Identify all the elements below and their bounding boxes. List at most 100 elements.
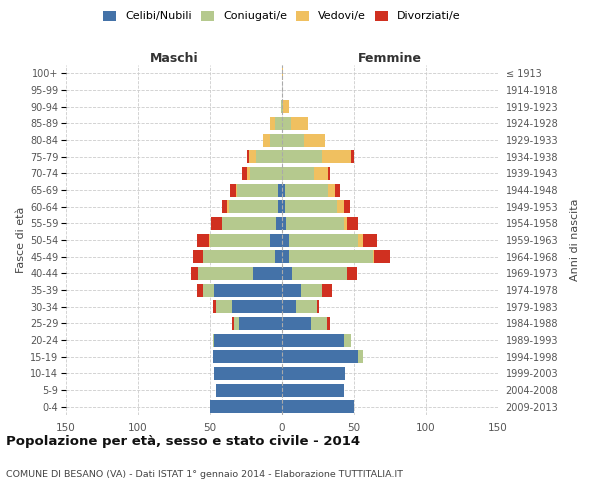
- Bar: [351, 150, 354, 163]
- Bar: [271, 117, 275, 130]
- Bar: [197, 284, 203, 296]
- Bar: [282, 167, 314, 180]
- Bar: [216, 300, 232, 313]
- Bar: [326, 317, 329, 330]
- Bar: [232, 300, 282, 313]
- Bar: [282, 384, 344, 396]
- Bar: [214, 284, 282, 296]
- Bar: [347, 217, 358, 230]
- Bar: [282, 334, 344, 346]
- Bar: [282, 317, 311, 330]
- Bar: [314, 167, 328, 180]
- Bar: [282, 200, 285, 213]
- Bar: [271, 234, 282, 246]
- Bar: [344, 217, 347, 230]
- Bar: [235, 317, 239, 330]
- Bar: [214, 334, 282, 346]
- Bar: [278, 200, 282, 213]
- Bar: [358, 234, 362, 246]
- Bar: [362, 234, 377, 246]
- Bar: [285, 200, 337, 213]
- Bar: [213, 350, 282, 363]
- Bar: [285, 184, 328, 196]
- Bar: [282, 284, 301, 296]
- Bar: [247, 167, 250, 180]
- Bar: [286, 217, 344, 230]
- Bar: [229, 200, 278, 213]
- Bar: [358, 350, 362, 363]
- Bar: [374, 250, 390, 263]
- Bar: [322, 150, 351, 163]
- Bar: [249, 150, 256, 163]
- Bar: [304, 134, 325, 146]
- Bar: [289, 234, 358, 246]
- Bar: [256, 150, 282, 163]
- Bar: [216, 384, 282, 396]
- Text: COMUNE DI BESANO (VA) - Dati ISTAT 1° gennaio 2014 - Elaborazione TUTTITALIA.IT: COMUNE DI BESANO (VA) - Dati ISTAT 1° ge…: [6, 470, 403, 479]
- Bar: [271, 134, 282, 146]
- Bar: [203, 284, 214, 296]
- Bar: [282, 117, 290, 130]
- Bar: [193, 250, 203, 263]
- Text: Popolazione per età, sesso e stato civile - 2014: Popolazione per età, sesso e stato civil…: [6, 435, 360, 448]
- Bar: [210, 400, 282, 413]
- Bar: [238, 184, 278, 196]
- Bar: [335, 184, 340, 196]
- Bar: [282, 67, 283, 80]
- Bar: [275, 250, 282, 263]
- Bar: [337, 200, 344, 213]
- Y-axis label: Fasce di età: Fasce di età: [16, 207, 26, 273]
- Bar: [301, 284, 322, 296]
- Bar: [221, 200, 227, 213]
- Bar: [209, 234, 210, 246]
- Bar: [282, 150, 322, 163]
- Bar: [328, 184, 335, 196]
- Bar: [282, 367, 346, 380]
- Bar: [232, 317, 235, 330]
- Bar: [311, 317, 326, 330]
- Bar: [347, 267, 357, 280]
- Bar: [292, 267, 347, 280]
- Bar: [199, 267, 253, 280]
- Text: Maschi: Maschi: [149, 52, 199, 65]
- Y-axis label: Anni di nascita: Anni di nascita: [569, 198, 580, 281]
- Bar: [290, 117, 308, 130]
- Bar: [242, 167, 247, 180]
- Bar: [191, 267, 199, 280]
- Bar: [276, 217, 282, 230]
- Bar: [328, 167, 329, 180]
- Bar: [282, 350, 358, 363]
- Bar: [211, 217, 221, 230]
- Bar: [282, 300, 296, 313]
- Text: Femmine: Femmine: [358, 52, 422, 65]
- Bar: [282, 100, 283, 113]
- Bar: [296, 300, 317, 313]
- Bar: [214, 367, 282, 380]
- Bar: [197, 234, 209, 246]
- Bar: [282, 267, 292, 280]
- Bar: [275, 117, 282, 130]
- Bar: [278, 184, 282, 196]
- Bar: [236, 184, 238, 196]
- Bar: [263, 134, 271, 146]
- Bar: [210, 234, 271, 246]
- Bar: [239, 317, 282, 330]
- Bar: [213, 300, 216, 313]
- Bar: [322, 284, 332, 296]
- Bar: [373, 250, 374, 263]
- Bar: [250, 167, 282, 180]
- Bar: [253, 267, 282, 280]
- Bar: [282, 400, 354, 413]
- Bar: [227, 200, 229, 213]
- Bar: [230, 184, 236, 196]
- Bar: [289, 250, 373, 263]
- Bar: [282, 217, 286, 230]
- Bar: [282, 250, 289, 263]
- Bar: [203, 250, 275, 263]
- Bar: [282, 134, 304, 146]
- Bar: [317, 300, 319, 313]
- Bar: [213, 334, 214, 346]
- Bar: [221, 217, 276, 230]
- Bar: [283, 100, 289, 113]
- Bar: [344, 200, 350, 213]
